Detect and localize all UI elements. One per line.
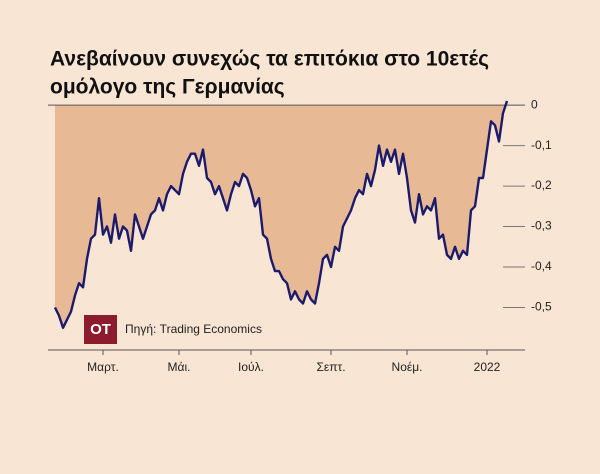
x-tick-label: 2022: [474, 360, 501, 374]
y-tick-label: -0,5: [531, 300, 552, 314]
y-tick-label: 0: [531, 97, 538, 111]
y-tick-label: -0,1: [531, 138, 552, 152]
y-tick-label: -0,3: [531, 219, 552, 233]
area: [55, 101, 507, 328]
y-tick-label: -0,4: [531, 259, 552, 273]
x-tick-label: Μάι.: [168, 360, 191, 374]
y-tick-label: -0,2: [531, 178, 552, 192]
x-tick-label: Μαρτ.: [87, 360, 119, 374]
x-tick-label: Σεπτ.: [316, 360, 345, 374]
logo: OT: [90, 321, 111, 338]
chart-title: Ανεβαίνουν συνεχώς τα επιτόκια στο 10ετέ…: [50, 48, 489, 71]
logo-box: [84, 315, 117, 344]
source: Πηγή: Trading Economics: [125, 322, 262, 336]
plot: 0 -0,1 -0,2 -0,3 -0,4 -0,5 Μαρτ. Μάι. Ιούλ. Σεπτ.…: [48, 97, 552, 374]
line: [53, 100, 509, 329]
x-tick-label: Νοέμ.: [392, 360, 423, 374]
chart-title: ομόλογο της Γερμανίας: [50, 76, 285, 99]
x-tick-label: Ιούλ.: [238, 360, 264, 374]
